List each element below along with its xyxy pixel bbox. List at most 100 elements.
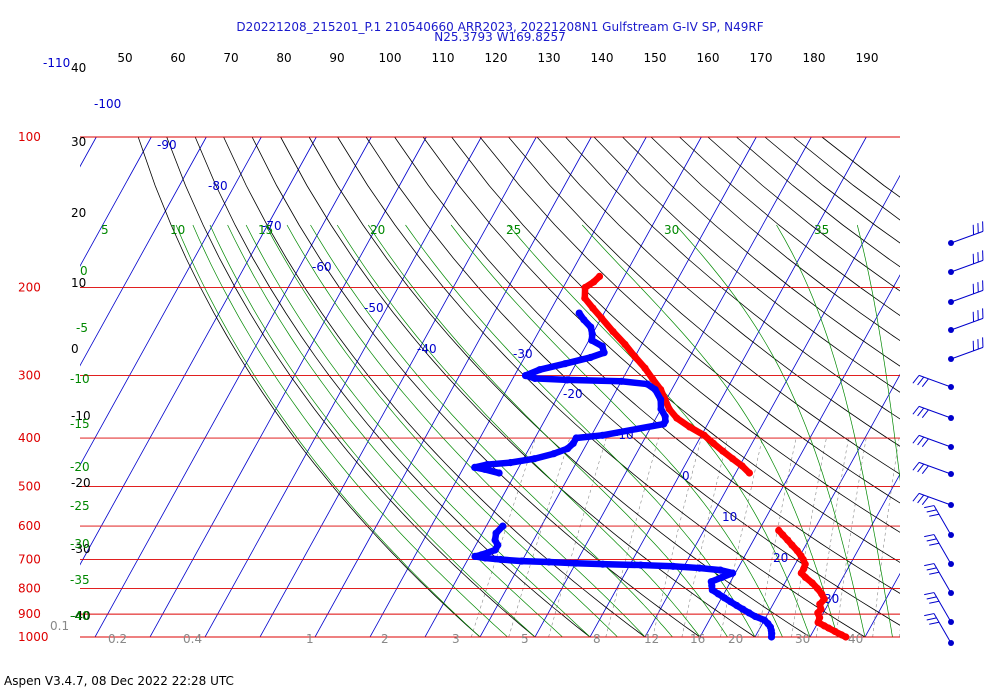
isotherm-label: -20: [563, 387, 583, 401]
wind-barb-staff: [918, 434, 952, 448]
sounding-series: [471, 272, 850, 641]
moist-adiabat-label: -40: [70, 609, 90, 623]
wind-barb-staff: [918, 405, 952, 419]
temperature-point: [595, 272, 604, 280]
grid-lines: [80, 136, 1000, 638]
moist-adiabat-line: [175, 224, 481, 637]
isotherm-label: -50: [364, 301, 384, 315]
moist-adiabat-label: -20: [70, 460, 90, 474]
isotherm-line: [80, 136, 207, 367]
wind-barb-feather: [912, 406, 920, 415]
moist-adiabat-line: [776, 224, 893, 637]
isotherm-line: [94, 136, 372, 637]
moist-adiabat-line: [227, 224, 563, 637]
wind-barb-staff: [933, 534, 952, 565]
moist-adiabat-line: [450, 224, 783, 637]
mixing-ratio-label: 30: [795, 632, 810, 646]
top-tick-label: 80: [276, 51, 291, 65]
mixing-ratio-label: 0.4: [183, 632, 202, 646]
wind-barb-feather: [926, 617, 937, 621]
dry-adiabat-line: [137, 136, 481, 637]
dry-adiabat-line: [707, 136, 900, 292]
dry-adiabat-label: -10: [71, 409, 91, 423]
mixing-ratio-label: 1: [306, 632, 314, 646]
wind-barb-feather: [917, 436, 925, 446]
isotherm-line: [534, 136, 812, 637]
isotherm-line: [975, 137, 1000, 637]
top-tick-label: 170: [750, 51, 773, 65]
wind-barb-feather: [912, 375, 920, 384]
isotherm-line: [809, 473, 900, 637]
dry-adiabat-line: [593, 136, 900, 393]
isotherm-line: [589, 136, 867, 637]
dewpoint-segment: [572, 432, 606, 442]
wind-barb-staff: [918, 492, 952, 506]
temperature-point: [775, 526, 783, 535]
grid-clipped: [80, 136, 1000, 637]
pressure-tick-label: 600: [18, 519, 41, 533]
isotherm-line: [80, 136, 317, 566]
dry-adiabat-label: 10: [71, 276, 86, 290]
top-tick-label: 100: [379, 51, 402, 65]
wind-barb-staff: [918, 374, 952, 388]
moist-adiabat-line: [368, 224, 728, 637]
moist-adiabat-line: [209, 224, 536, 637]
moist-adiabat-line: [192, 224, 508, 637]
wind-barb-staff: [933, 505, 952, 536]
wind-barb-feather: [924, 563, 935, 567]
dewpoint-segment: [531, 375, 571, 384]
top-tick-label: 90: [329, 51, 344, 65]
moist-adiabat-label: -5: [76, 321, 88, 335]
wind-barb-staff: [950, 317, 984, 331]
wind-barb-feather: [926, 509, 937, 513]
wind-barb-feather: [917, 407, 925, 417]
isotherm-line: [644, 174, 900, 637]
top-scale-label: -110: [43, 56, 70, 70]
dry-adiabat-line: [508, 136, 900, 475]
dry-adiabat-label: -20: [71, 476, 91, 490]
moist-adiabat-label: 10: [170, 223, 185, 237]
top-tick-label: 60: [170, 51, 185, 65]
isotherm-label: -80: [208, 179, 228, 193]
moist-adiabat-label: 20: [370, 223, 385, 237]
dewpoint-point: [499, 522, 507, 530]
isotherm-line: [864, 572, 900, 637]
mixing-ratio-line: [605, 437, 659, 637]
wind-barb-staff: [950, 230, 984, 244]
dry-adiabat-line: [536, 136, 900, 447]
wind-barb-feather: [921, 496, 929, 505]
top-tick-label: 150: [644, 51, 667, 65]
dewpoint-segment: [518, 557, 553, 566]
isotherm-line: [920, 137, 1000, 637]
wind-barb-feather: [917, 494, 925, 504]
dry-adiabat-label: 30: [71, 135, 86, 149]
wind-barbs: [912, 221, 984, 646]
isotherm-line: [699, 274, 900, 637]
pressure-tick-label: 900: [18, 607, 41, 621]
moist-adiabat-line: [245, 224, 591, 637]
dry-adiabat-line: [793, 136, 900, 221]
isotherm-line: [80, 136, 262, 466]
top-tick-label: 50: [117, 51, 132, 65]
moist-adiabat-label: -35: [70, 573, 90, 587]
wind-barb-feather: [924, 534, 935, 538]
chart-title: D20221208_215201_P.1 210540660 ARR2023, …: [236, 20, 764, 34]
pressure-tick-label: 300: [18, 369, 41, 383]
mixing-ratio-label: 0.1: [50, 619, 69, 633]
dry-adiabat-label: 0: [71, 342, 79, 356]
isotherm-line: [424, 136, 702, 637]
mixing-ratio-label: 3: [452, 632, 460, 646]
wind-barb-feather: [926, 567, 937, 571]
dewpoint-segment: [561, 354, 594, 367]
mixing-ratio-line: [548, 437, 607, 637]
dry-adiabat-line: [451, 136, 900, 533]
dewpoint-segment: [599, 420, 667, 439]
dewpoint-segment: [563, 376, 625, 385]
isotherm-label: 20: [773, 551, 788, 565]
moist-adiabat-label: 35: [814, 223, 829, 237]
top-tick-label: 190: [856, 51, 879, 65]
isotherm-line: [314, 136, 592, 637]
footer-version: Aspen V3.4.7, 08 Dec 2022 22:28 UTC: [4, 674, 234, 688]
dry-adiabat-line: [622, 136, 900, 367]
